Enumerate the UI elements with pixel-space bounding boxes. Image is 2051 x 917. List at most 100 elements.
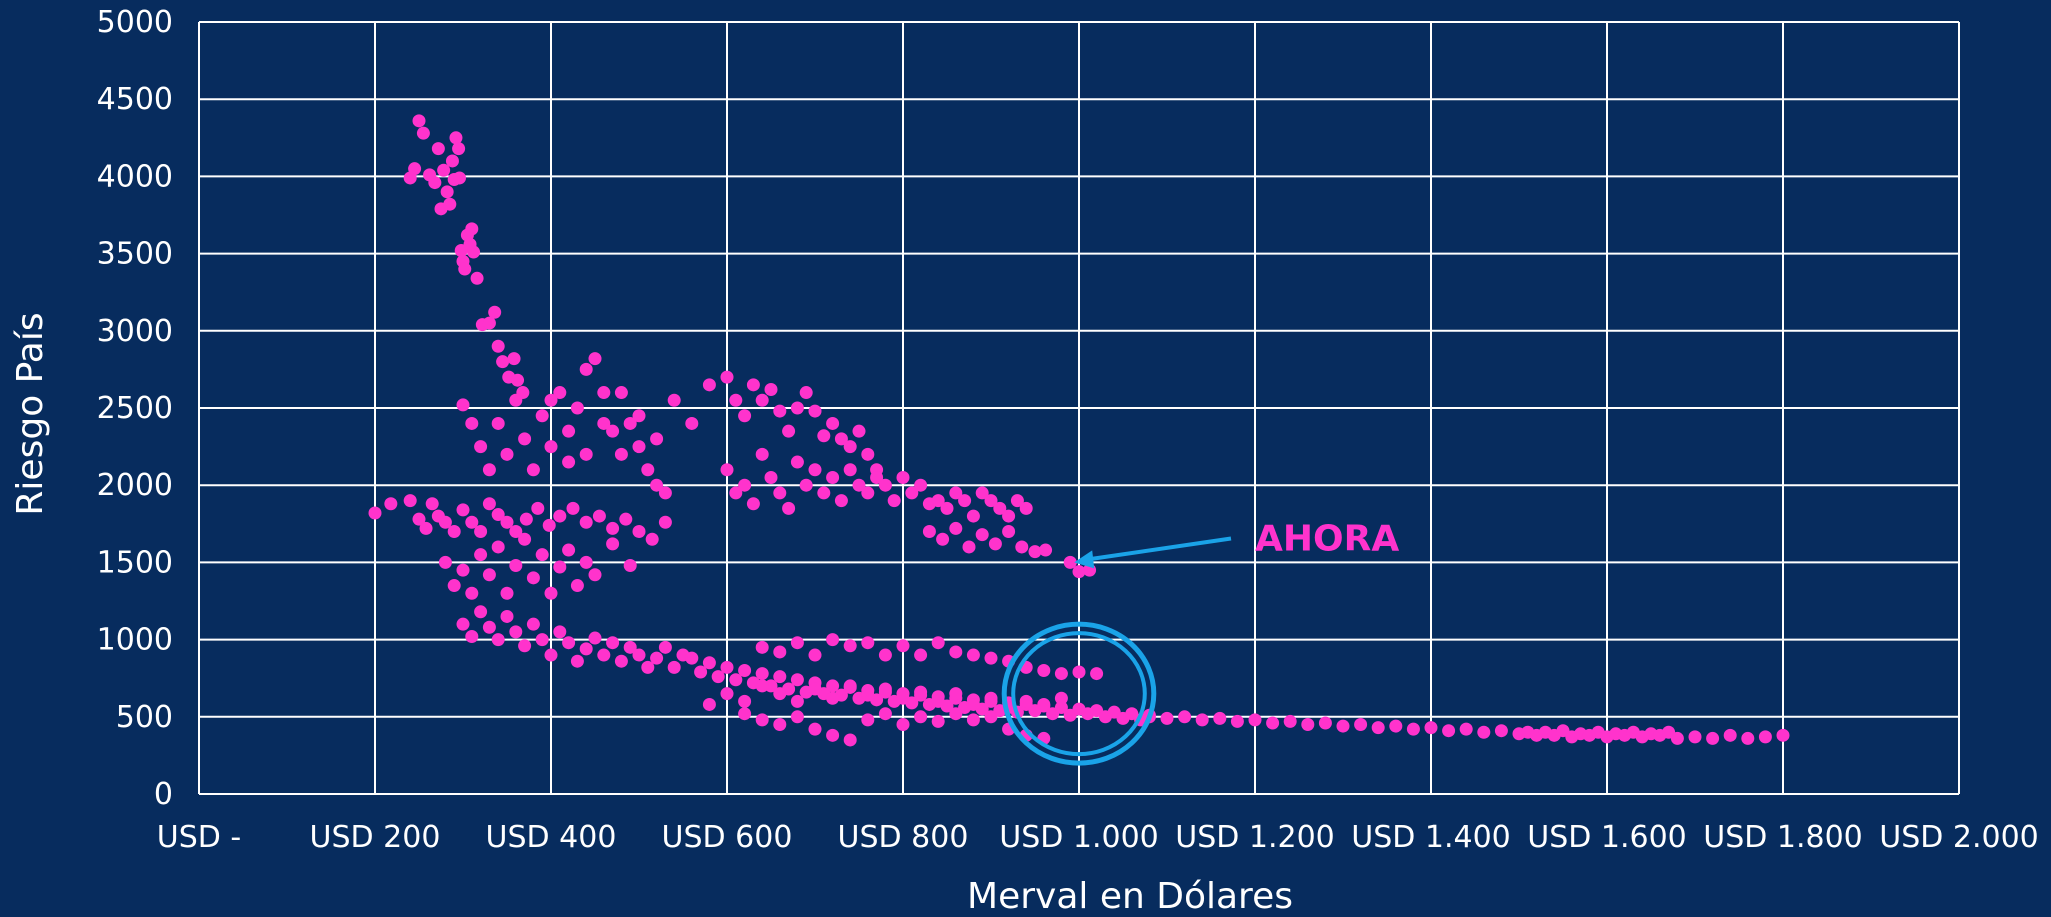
- annotation-arrow-line: [1087, 536, 1232, 562]
- data-point: [562, 543, 576, 557]
- data-point: [562, 636, 576, 650]
- data-point: [782, 501, 796, 515]
- x-tick-label: USD 800: [838, 820, 969, 855]
- data-point: [1054, 691, 1068, 705]
- data-point: [412, 114, 426, 128]
- data-point: [861, 713, 875, 727]
- data-point: [1037, 697, 1051, 711]
- data-point: [570, 579, 584, 593]
- data-point: [914, 710, 928, 724]
- data-point: [491, 540, 505, 554]
- x-tick-label: USD 1.400: [1351, 820, 1511, 855]
- data-point: [1688, 730, 1702, 744]
- data-point: [746, 378, 760, 392]
- data-point: [984, 651, 998, 665]
- data-point: [834, 432, 848, 446]
- data-point: [808, 722, 822, 736]
- data-point: [1002, 509, 1016, 523]
- x-tick-label: USD 1.000: [999, 820, 1159, 855]
- y-tick-label: 0: [154, 777, 173, 812]
- data-point: [1406, 722, 1420, 736]
- data-point: [482, 568, 496, 582]
- data-point: [1037, 663, 1051, 677]
- data-point: [729, 393, 743, 407]
- data-point: [826, 679, 840, 693]
- y-tick-label: 3500: [97, 237, 173, 272]
- data-point: [519, 512, 533, 526]
- data-point: [650, 651, 664, 665]
- highlight-circle-group: [1001, 621, 1157, 766]
- data-point: [632, 648, 646, 662]
- data-point: [1283, 714, 1297, 728]
- data-point: [702, 697, 716, 711]
- data-point: [958, 494, 972, 508]
- data-point: [896, 470, 910, 484]
- data-point: [440, 185, 454, 199]
- data-point: [535, 409, 549, 423]
- data-point: [984, 691, 998, 705]
- data-point: [1090, 667, 1104, 681]
- data-point: [773, 670, 787, 684]
- data-point: [896, 639, 910, 653]
- data-point: [790, 694, 804, 708]
- annotation-label: AHORA: [1255, 519, 1399, 560]
- data-point: [544, 393, 558, 407]
- data-point: [623, 640, 637, 654]
- data-point: [922, 525, 936, 539]
- data-point: [949, 521, 963, 535]
- x-tick-label: USD 200: [310, 820, 441, 855]
- data-point: [773, 645, 787, 659]
- data-point: [667, 393, 681, 407]
- data-point: [878, 707, 892, 721]
- data-point: [975, 528, 989, 542]
- data-point: [1301, 718, 1315, 732]
- data-point: [694, 665, 708, 679]
- data-point: [711, 670, 725, 684]
- data-point: [509, 393, 523, 407]
- data-point: [437, 163, 451, 177]
- data-point: [746, 497, 760, 511]
- data-point: [790, 455, 804, 469]
- data-point: [896, 718, 910, 732]
- data-point: [738, 409, 752, 423]
- data-point: [456, 398, 470, 412]
- data-point: [817, 486, 831, 500]
- grid-lines: [198, 21, 1960, 795]
- data-point: [826, 633, 840, 647]
- y-tick-label: 1000: [97, 623, 173, 658]
- data-point: [456, 617, 470, 631]
- data-point: [1054, 667, 1068, 681]
- data-point: [579, 515, 593, 529]
- data-point: [1266, 716, 1280, 730]
- data-point: [808, 404, 822, 418]
- x-tick-label: USD 400: [486, 820, 617, 855]
- data-point: [562, 455, 576, 469]
- data-point: [452, 142, 466, 156]
- data-point: [790, 673, 804, 687]
- data-point: [1213, 711, 1227, 725]
- data-point: [658, 640, 672, 654]
- data-point: [465, 515, 479, 529]
- data-point: [914, 685, 928, 699]
- data-point: [535, 548, 549, 562]
- x-tick-label: USD 1.600: [1527, 820, 1687, 855]
- data-point: [975, 486, 989, 500]
- data-point: [755, 679, 769, 693]
- data-point: [632, 440, 646, 454]
- data-point: [1371, 721, 1385, 735]
- data-point: [738, 478, 752, 492]
- data-point: [474, 440, 488, 454]
- data-point: [491, 339, 505, 353]
- data-point: [588, 352, 602, 366]
- data-point: [966, 648, 980, 662]
- data-point: [465, 630, 479, 644]
- data-point: [507, 352, 521, 366]
- data-point: [570, 654, 584, 668]
- data-point: [790, 636, 804, 650]
- data-point: [1019, 501, 1033, 515]
- data-point: [597, 648, 611, 662]
- data-point: [729, 486, 743, 500]
- data-point: [465, 586, 479, 600]
- x-tick-label: USD 600: [662, 820, 793, 855]
- data-point: [993, 501, 1007, 515]
